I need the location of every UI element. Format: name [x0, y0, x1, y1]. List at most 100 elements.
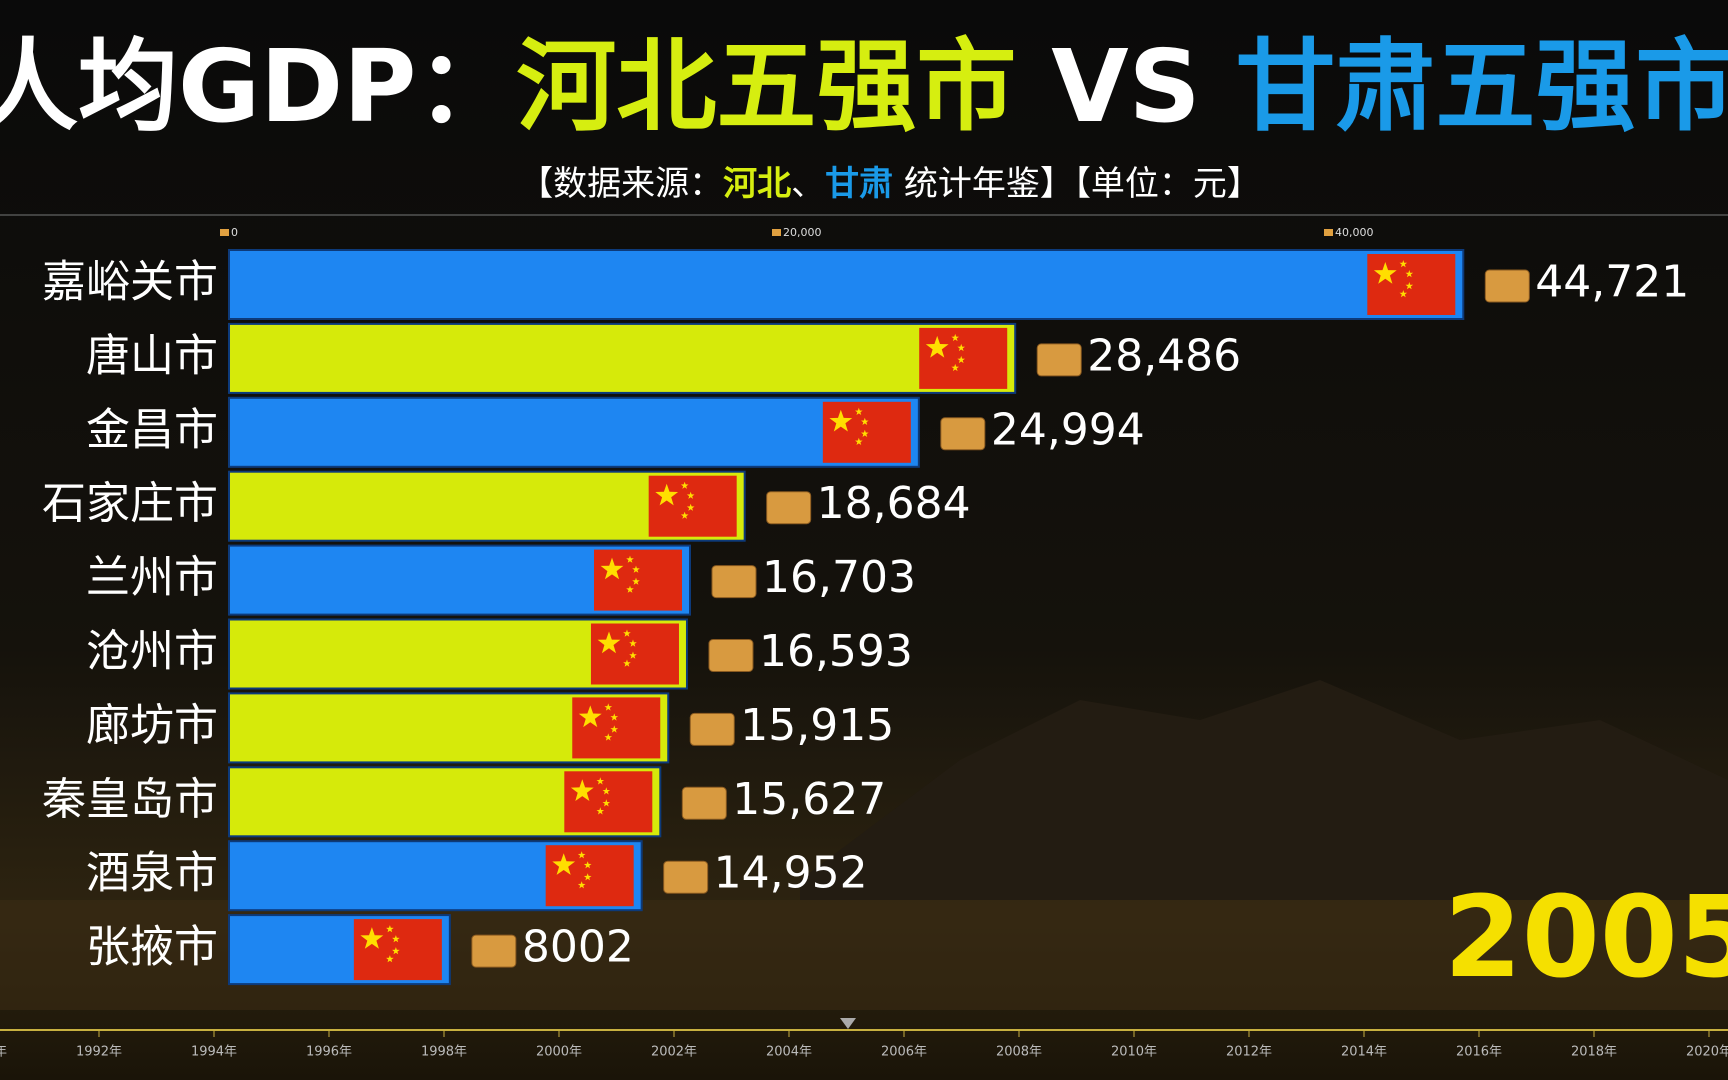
flag-star	[392, 935, 400, 943]
timeline-label: 2020年	[1686, 1045, 1728, 1060]
y-tick-label: 兰州市	[86, 552, 218, 603]
timeline-label: 2012年	[1226, 1045, 1272, 1060]
flag-star	[386, 925, 394, 933]
flag-star	[597, 631, 621, 654]
flag-star	[610, 713, 619, 721]
x-tick-icon	[772, 229, 781, 236]
flag-star	[686, 491, 695, 499]
flag-star	[1399, 290, 1408, 298]
flag-star	[629, 639, 637, 647]
flag-star	[829, 409, 853, 432]
year-label: 2005年	[1444, 873, 1728, 1003]
flag-star	[604, 703, 613, 711]
timeline-marker	[840, 1018, 856, 1029]
flag-star	[596, 807, 605, 815]
flag-star	[957, 343, 965, 352]
flag-star	[596, 777, 605, 785]
flag-star	[951, 363, 959, 372]
y-tick-label: 沧州市	[86, 626, 218, 677]
flag-star	[855, 437, 863, 445]
value-label: 24,994	[991, 404, 1145, 455]
flag-star	[1405, 282, 1414, 290]
timeline-label: 2010年	[1111, 1045, 1157, 1060]
title-part: 河北五强市	[516, 28, 1016, 145]
bar	[228, 322, 1017, 394]
flag-star	[552, 853, 576, 875]
flag-star	[680, 481, 689, 489]
flag-star	[623, 659, 631, 667]
y-tick-label: 石家庄市	[42, 478, 218, 529]
money-icon	[1484, 269, 1530, 303]
flag-star	[632, 577, 640, 585]
timeline-label: 2004年	[766, 1045, 812, 1060]
money-icon	[471, 934, 517, 968]
value-label: 15,627	[732, 774, 886, 825]
x-tick-icon	[1324, 229, 1333, 236]
flag-star	[577, 851, 586, 859]
timeline-label: 2014年	[1341, 1045, 1387, 1060]
title-part: 人均GDP：	[0, 28, 516, 145]
money-icon	[1036, 343, 1082, 377]
flag-star	[583, 861, 592, 869]
flag	[353, 919, 442, 981]
flag-star	[1399, 260, 1408, 268]
flag-star	[386, 955, 394, 963]
flag-star	[680, 511, 689, 519]
subtitle-part: 甘肃	[825, 164, 893, 204]
flag-star	[855, 407, 863, 415]
value-label: 14,952	[714, 848, 868, 899]
y-tick-label: 酒泉市	[86, 848, 218, 899]
flag-star	[570, 779, 594, 801]
flag	[648, 475, 737, 537]
timeline-label: 2002年	[651, 1045, 697, 1060]
money-icon	[708, 639, 754, 672]
timeline-label: 2008年	[996, 1045, 1042, 1060]
flag-star	[604, 733, 613, 741]
flag-star	[861, 417, 869, 425]
timeline-label: 1990年	[0, 1045, 7, 1060]
y-tick-label: 嘉峪关市	[42, 257, 218, 308]
flag	[564, 771, 653, 833]
flag-star	[392, 947, 400, 955]
flag-star	[600, 557, 624, 580]
flag-star	[925, 335, 949, 358]
value-label: 8002	[522, 922, 634, 973]
x-tick-label: 20,000	[783, 226, 822, 239]
value-label: 44,721	[1535, 257, 1689, 308]
flag-star	[578, 705, 602, 728]
flag-star	[577, 881, 586, 889]
flag-star	[602, 799, 611, 807]
chart-title: 人均GDP：河北五强市 VS 甘肃五强市	[0, 28, 1728, 145]
y-tick-label: 秦皇岛市	[42, 774, 218, 825]
money-icon	[681, 786, 727, 820]
flag-star	[360, 927, 384, 949]
value-label: 15,915	[740, 700, 894, 751]
y-tick-label: 张掖市	[86, 922, 218, 973]
y-tick-label: 廊坊市	[86, 700, 218, 751]
flag	[594, 549, 683, 611]
flag-star	[626, 585, 634, 593]
y-tick-label: 金昌市	[86, 404, 218, 455]
flag-star	[686, 503, 695, 511]
subtitle-part: 统计年鉴】【单位：元】	[893, 164, 1261, 204]
money-icon	[663, 860, 709, 894]
flag-star	[602, 787, 611, 795]
timeline-label: 2018年	[1571, 1045, 1617, 1060]
flag-star	[626, 555, 634, 563]
y-tick-label: 唐山市	[86, 330, 218, 381]
flag	[572, 697, 661, 759]
x-tick-label: 40,000	[1335, 226, 1374, 239]
timeline-label: 1992年	[76, 1045, 122, 1060]
flag-star	[610, 725, 619, 733]
x-tick-label: 0	[231, 226, 238, 239]
value-label: 16,703	[762, 552, 916, 603]
flag	[590, 623, 679, 685]
flag	[822, 401, 911, 463]
bar	[228, 249, 1465, 320]
mountains	[800, 680, 1728, 900]
timeline-label: 2016年	[1456, 1045, 1502, 1060]
money-icon	[689, 712, 735, 746]
flag-star	[957, 355, 965, 364]
flag-star	[629, 651, 637, 659]
